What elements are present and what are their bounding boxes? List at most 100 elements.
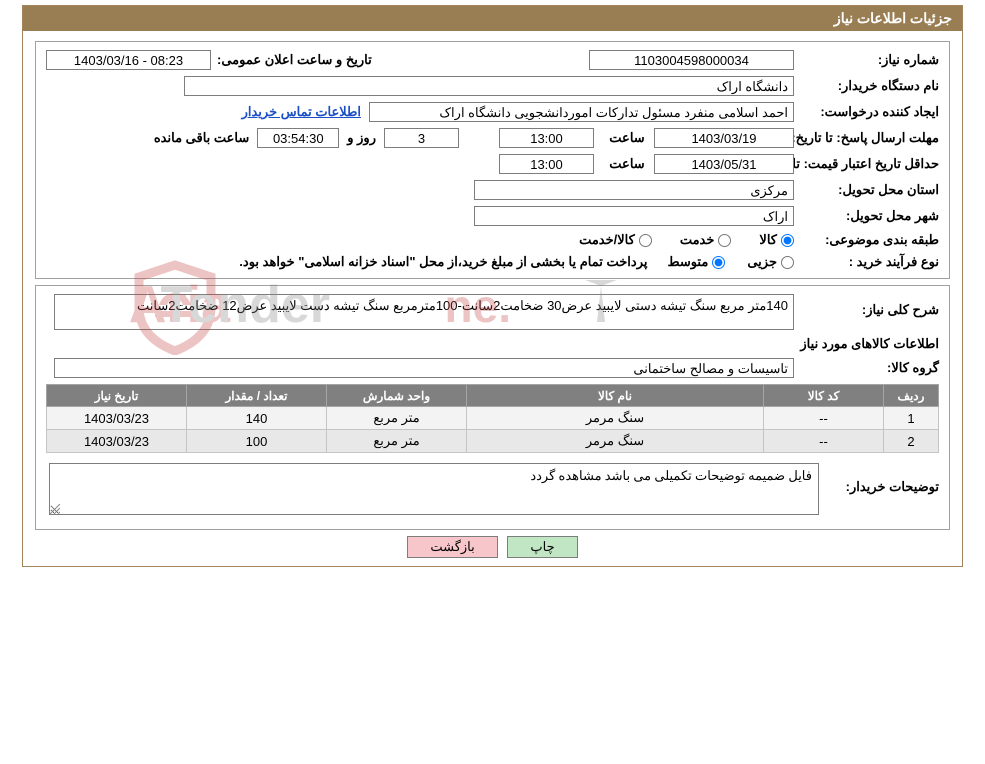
th-code: کد کالا xyxy=(764,385,884,407)
panel-title: جزئیات اطلاعات نیاز xyxy=(834,10,952,26)
buyer-org-field: دانشگاه اراک xyxy=(184,76,794,96)
days-field: 3 xyxy=(384,128,459,148)
need-number-field: 1103004598000034 xyxy=(589,50,794,70)
days-and-label: روز و xyxy=(339,130,384,146)
province-label: استان محل تحویل: xyxy=(794,182,939,198)
row-buyer-org: نام دستگاه خریدار: دانشگاه اراک xyxy=(46,76,939,96)
proc-mid-input[interactable] xyxy=(712,256,725,269)
panel-header: جزئیات اطلاعات نیاز xyxy=(23,6,962,31)
deadline-label-2: تا تاریخ: xyxy=(791,130,832,145)
validity-time-label: ساعت xyxy=(594,156,654,172)
city-label: شهر محل تحویل: xyxy=(794,208,939,224)
back-button[interactable]: بازگشت xyxy=(407,536,497,558)
need-desc-field: 140متر مربع سنگ تیشه دستی لایبید عرض30 ض… xyxy=(54,294,794,330)
countdown-field: 03:54:30 xyxy=(257,128,339,148)
resize-handle-icon xyxy=(50,504,60,514)
deadline-date-field: 1403/03/19 xyxy=(654,128,794,148)
category-label: طبقه بندی موضوعی: xyxy=(794,232,939,248)
th-name: نام کالا xyxy=(467,385,764,407)
info-section: شماره نیاز: 1103004598000034 تاریخ و ساع… xyxy=(35,41,950,279)
cat-service-input[interactable] xyxy=(718,234,731,247)
proc-mid-text: متوسط xyxy=(667,254,708,270)
td-name: سنگ مرمر xyxy=(467,430,764,453)
cat-both-text: کالا/خدمت xyxy=(579,232,635,248)
button-bar: چاپ بازگشت xyxy=(35,536,950,558)
proc-partial-text: جزیی xyxy=(747,254,777,270)
process-radios: جزیی متوسط xyxy=(667,254,794,270)
validity-date-field: 1403/05/31 xyxy=(654,154,794,174)
td-date: 1403/03/23 xyxy=(47,430,187,453)
cat-goods-text: کالا xyxy=(759,232,777,248)
proc-partial-input[interactable] xyxy=(781,256,794,269)
deadline-time-field: 13:00 xyxy=(499,128,594,148)
requester-label: ایجاد کننده درخواست: xyxy=(794,104,939,120)
row-need-desc: شرح کلی نیاز: 140متر مربع سنگ تیشه دستی … xyxy=(46,294,939,330)
remain-label: ساعت باقی مانده xyxy=(154,130,257,146)
detail-section: شرح کلی نیاز: 140متر مربع سنگ تیشه دستی … xyxy=(35,285,950,530)
row-group: گروه کالا: تاسیسات و مصالح ساختمانی xyxy=(46,358,939,378)
cat-service-radio[interactable]: خدمت xyxy=(680,232,732,248)
cat-both-input[interactable] xyxy=(639,234,652,247)
deadline-time-label: ساعت xyxy=(594,130,654,146)
process-note: پرداخت تمام یا بخشی از مبلغ خرید،از محل … xyxy=(239,254,647,270)
buyer-org-label: نام دستگاه خریدار: xyxy=(794,78,939,94)
notes-wrapper: فایل ضمیمه توضیحات تکمیلی می باشد مشاهده… xyxy=(49,463,819,515)
td-code: -- xyxy=(764,430,884,453)
th-qty: تعداد / مقدار xyxy=(187,385,327,407)
panel-body: شماره نیاز: 1103004598000034 تاریخ و ساع… xyxy=(23,31,962,566)
products-title: اطلاعات کالاهای مورد نیاز xyxy=(46,336,939,352)
row-need-number: شماره نیاز: 1103004598000034 تاریخ و ساع… xyxy=(46,50,939,70)
td-name: سنگ مرمر xyxy=(467,407,764,430)
products-table: ردیف کد کالا نام کالا واحد شمارش تعداد /… xyxy=(46,384,939,453)
td-qty: 140 xyxy=(187,407,327,430)
row-category: طبقه بندی موضوعی: کالا خدمت کالا/خدمت xyxy=(46,232,939,248)
table-row: 2 -- سنگ مرمر متر مربع 100 1403/03/23 xyxy=(47,430,939,453)
td-qty: 100 xyxy=(187,430,327,453)
row-requester: ایجاد کننده درخواست: احمد اسلامی منفرد م… xyxy=(46,102,939,122)
group-label: گروه کالا: xyxy=(794,360,939,376)
cat-goods-input[interactable] xyxy=(781,234,794,247)
table-body: 1 -- سنگ مرمر متر مربع 140 1403/03/23 2 … xyxy=(47,407,939,453)
buyer-contact-link[interactable]: اطلاعات تماس خریدار xyxy=(242,104,361,120)
th-row: ردیف xyxy=(884,385,939,407)
print-button[interactable]: چاپ xyxy=(507,536,577,558)
deadline-label-1: مهلت ارسال پاسخ: xyxy=(836,130,939,145)
proc-partial-radio[interactable]: جزیی xyxy=(747,254,794,270)
cat-service-text: خدمت xyxy=(680,232,715,248)
validity-time-field: 13:00 xyxy=(499,154,594,174)
td-code: -- xyxy=(764,407,884,430)
process-label: نوع فرآیند خرید : xyxy=(794,254,939,270)
th-date: تاریخ نیاز xyxy=(47,385,187,407)
deadline-label: مهلت ارسال پاسخ: تا تاریخ: xyxy=(794,131,939,145)
td-unit: متر مربع xyxy=(327,407,467,430)
row-province: استان محل تحویل: مرکزی xyxy=(46,180,939,200)
validity-label-1: حداقل تاریخ اعتبار قیمت: xyxy=(804,156,939,171)
table-header-row: ردیف کد کالا نام کالا واحد شمارش تعداد /… xyxy=(47,385,939,407)
td-row: 2 xyxy=(884,430,939,453)
td-row: 1 xyxy=(884,407,939,430)
province-field: مرکزی xyxy=(474,180,794,200)
cat-both-radio[interactable]: کالا/خدمت xyxy=(579,232,652,248)
th-unit: واحد شمارش xyxy=(327,385,467,407)
row-validity: حداقل تاریخ اعتبار قیمت: تا تاریخ: 1403/… xyxy=(46,154,939,174)
row-process: نوع فرآیند خرید : جزیی متوسط پرداخت تمام… xyxy=(46,254,939,270)
need-desc-label: شرح کلی نیاز: xyxy=(794,294,939,318)
cat-goods-radio[interactable]: کالا xyxy=(759,232,794,248)
table-row: 1 -- سنگ مرمر متر مربع 140 1403/03/23 xyxy=(47,407,939,430)
buyer-notes-textarea[interactable]: فایل ضمیمه توضیحات تکمیلی می باشد مشاهده… xyxy=(49,463,819,515)
row-deadline: مهلت ارسال پاسخ: تا تاریخ: 1403/03/19 سا… xyxy=(46,128,939,148)
td-unit: متر مربع xyxy=(327,430,467,453)
category-radios: کالا خدمت کالا/خدمت xyxy=(579,232,794,248)
requester-field: احمد اسلامی منفرد مسئول تدارکات اموردانش… xyxy=(369,102,794,122)
group-field: تاسیسات و مصالح ساختمانی xyxy=(54,358,794,378)
row-notes: توضیحات خریدار: فایل ضمیمه توضیحات تکمیل… xyxy=(46,463,939,515)
main-panel: جزئیات اطلاعات نیاز شماره نیاز: 11030045… xyxy=(22,5,963,567)
proc-mid-radio[interactable]: متوسط xyxy=(667,254,725,270)
announce-field: 1403/03/16 - 08:23 xyxy=(46,50,211,70)
need-number-label: شماره نیاز: xyxy=(794,52,939,68)
announce-label: تاریخ و ساعت اعلان عمومی: xyxy=(211,52,376,68)
notes-label: توضیحات خریدار: xyxy=(819,463,939,495)
validity-label: حداقل تاریخ اعتبار قیمت: تا تاریخ: xyxy=(794,157,939,171)
td-date: 1403/03/23 xyxy=(47,407,187,430)
city-field: اراک xyxy=(474,206,794,226)
